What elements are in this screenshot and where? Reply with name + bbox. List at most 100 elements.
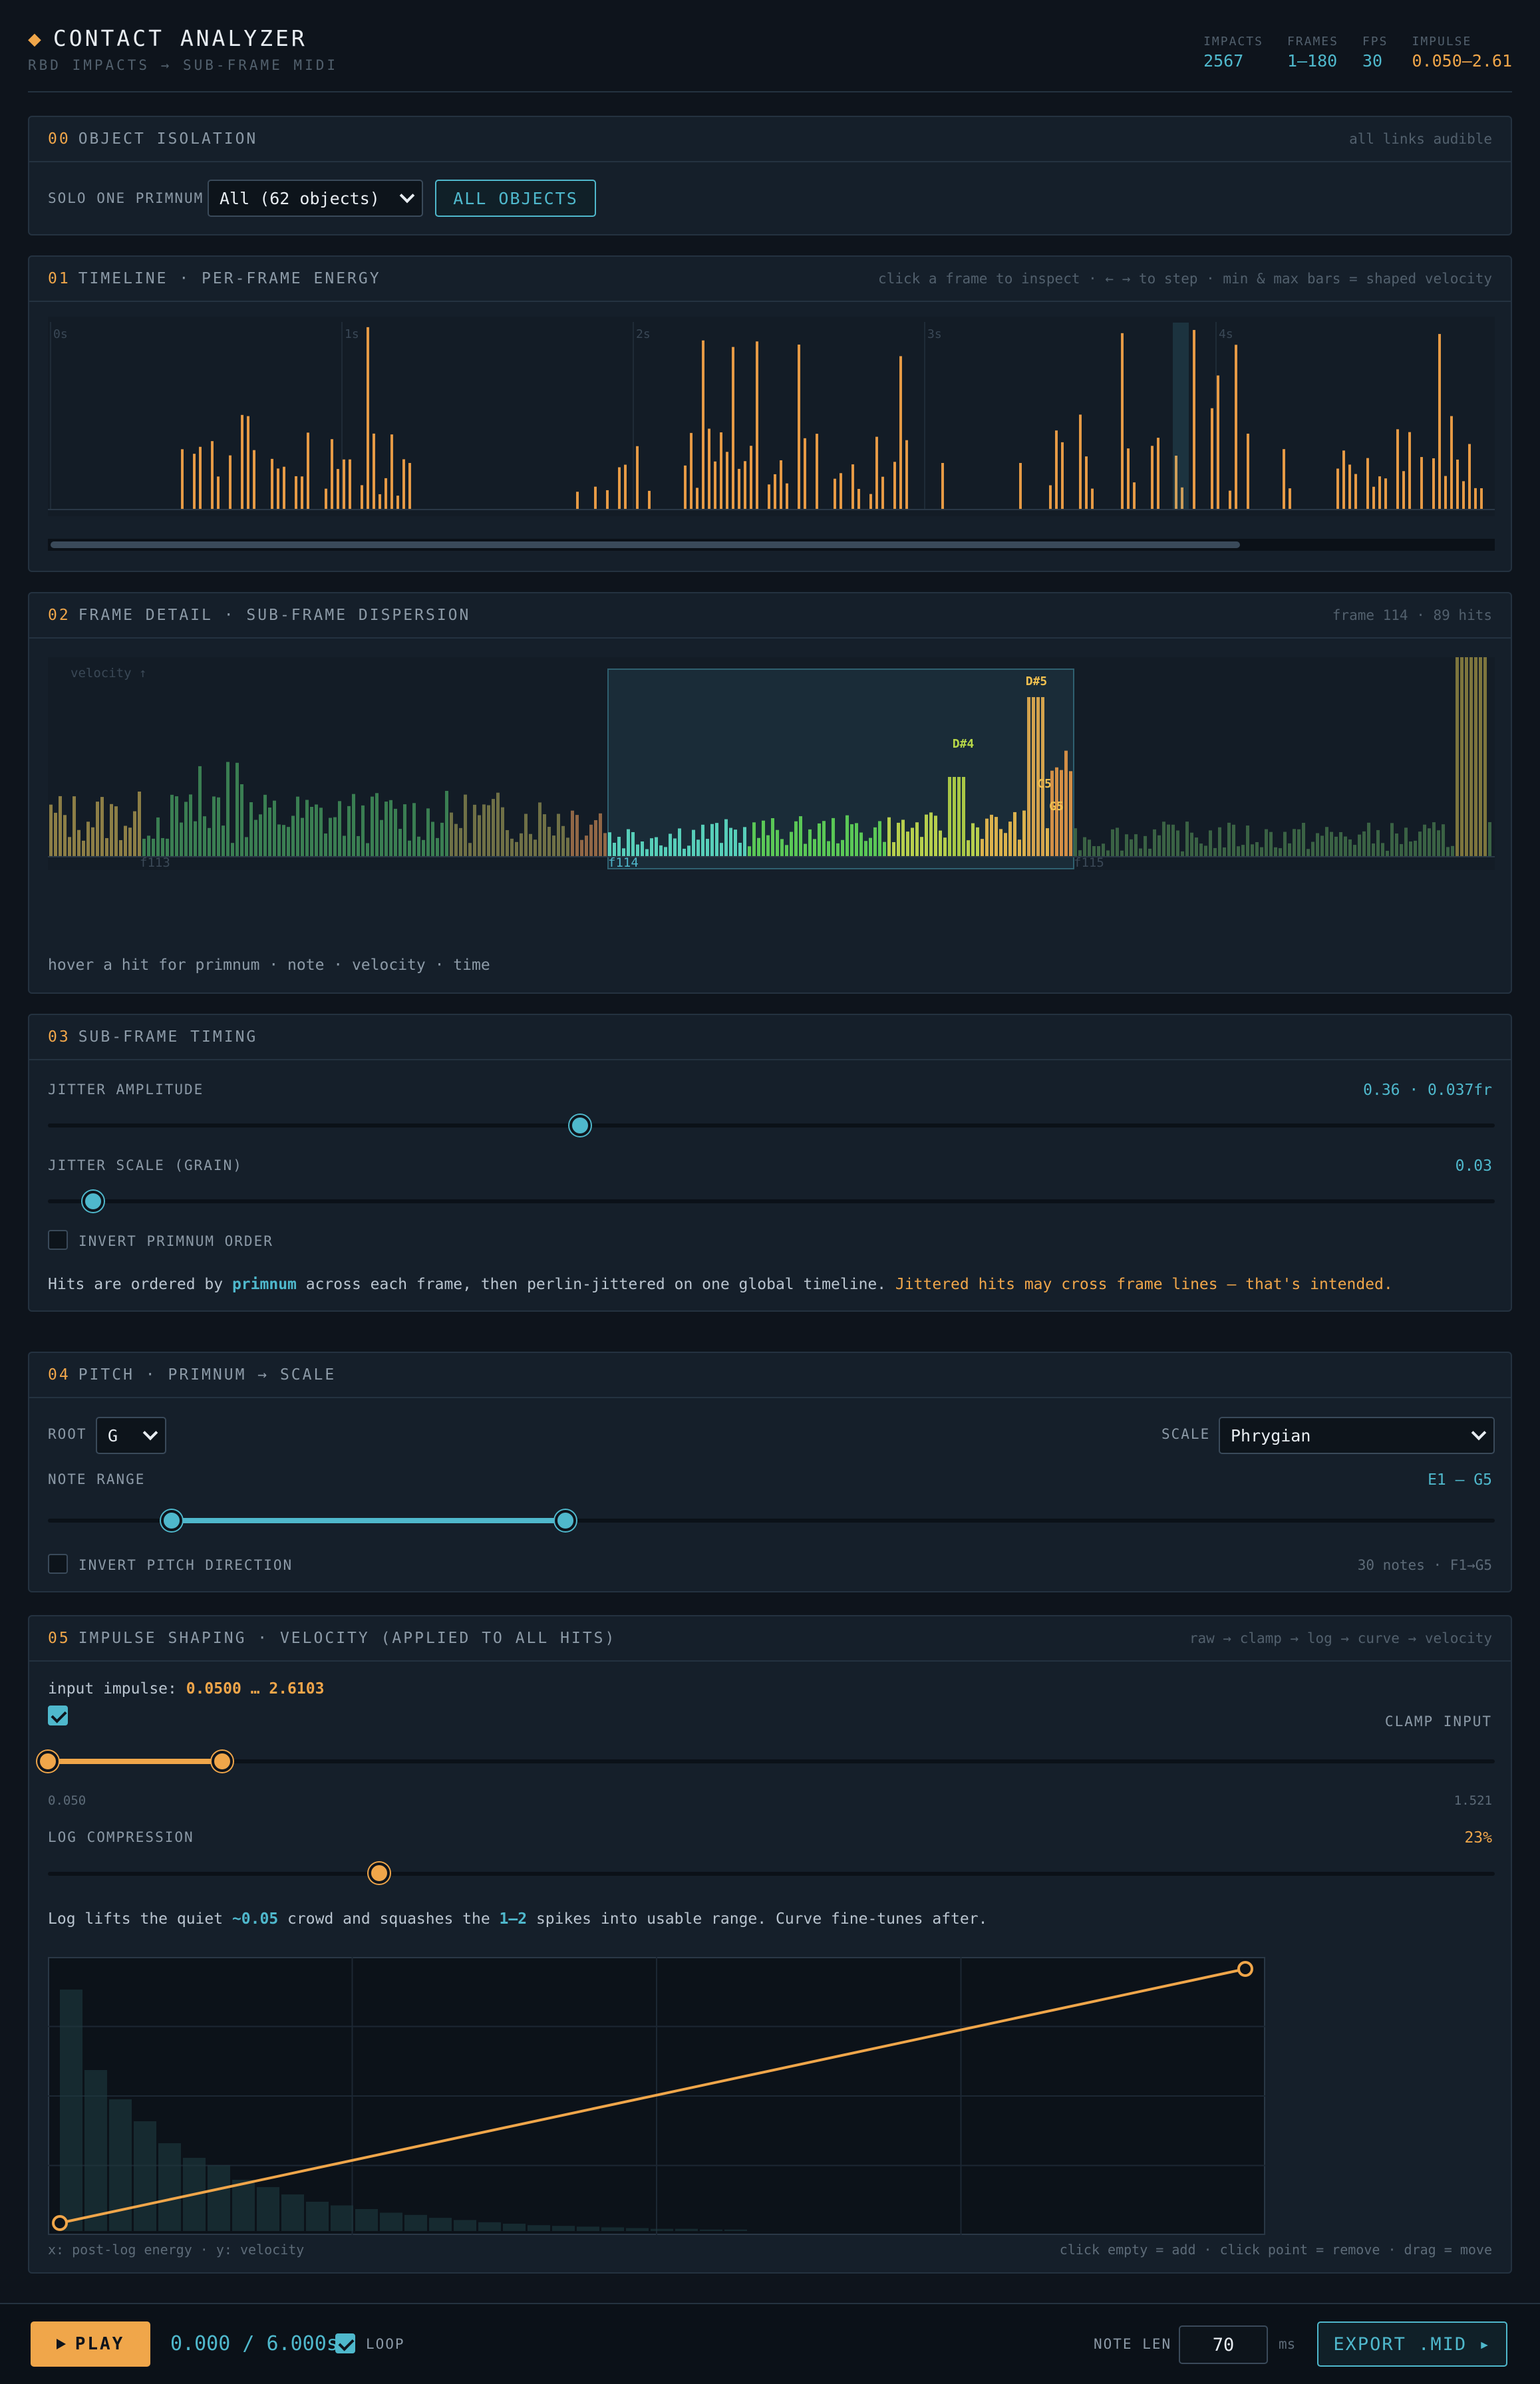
hit-bar — [790, 831, 793, 857]
frame-bar — [408, 463, 411, 510]
hit-bar — [766, 835, 770, 857]
jitter-amplitude-label: JITTER AMPLITUDE — [48, 1082, 204, 1098]
hit-bar — [1190, 832, 1193, 857]
invert-primnum-checkbox[interactable] — [48, 1230, 68, 1250]
hit-bar — [1386, 851, 1389, 857]
hit-bar — [971, 823, 975, 857]
frame-bar — [349, 459, 351, 510]
clamp-range-slider[interactable] — [48, 1759, 1495, 1763]
frame-bar — [1217, 375, 1219, 510]
frame-label: f115 — [1074, 855, 1104, 870]
hit-bar — [208, 827, 211, 857]
hit-bar — [194, 821, 197, 857]
panel-pitch: 04 PITCH · PRIMNUM → SCALE ROOT G SCALE P… — [28, 1352, 1512, 1592]
second-label: 0s — [53, 327, 68, 341]
clamp-max-handle[interactable] — [212, 1751, 233, 1772]
hit-bar — [813, 839, 816, 857]
scrollbar-thumb[interactable] — [51, 541, 1240, 548]
hit-bar — [696, 839, 700, 857]
panel-header: 04 PITCH · PRIMNUM → SCALE — [29, 1353, 1511, 1398]
histogram-bar — [232, 2180, 255, 2231]
frame-bar — [690, 432, 693, 510]
jitter-scale-slider[interactable] — [48, 1199, 1495, 1203]
velocity-curve-editor[interactable] — [48, 1957, 1265, 2235]
hit-bar — [347, 806, 351, 857]
panel-header: 03 SUB-FRAME TIMING — [29, 1015, 1511, 1060]
hit-bar — [1446, 847, 1450, 857]
clamp-input-checkbox[interactable] — [48, 1706, 68, 1725]
jitter-scale-handle[interactable] — [82, 1191, 104, 1212]
frame-bar — [1342, 450, 1345, 510]
invert-pitch-checkbox[interactable] — [48, 1554, 68, 1574]
frame-bar — [1474, 488, 1477, 510]
hit-bar — [492, 799, 495, 857]
hit-bar — [1311, 841, 1314, 857]
frame-bar — [618, 467, 621, 510]
all-objects-button[interactable]: ALL OBJECTS — [435, 180, 596, 217]
hit-bar — [273, 800, 276, 857]
log-compression-slider[interactable] — [48, 1872, 1495, 1876]
second-label: 3s — [927, 327, 942, 341]
hit-bar — [412, 803, 416, 857]
timeline-chart[interactable]: 0s 1s 2s 3s 4s — [48, 317, 1495, 516]
histogram-bar — [503, 2224, 526, 2231]
hit-bar — [1409, 841, 1412, 857]
hit-bar — [841, 839, 844, 857]
object-select[interactable]: All (62 objects) — [208, 180, 423, 217]
jitter-amplitude-handle[interactable] — [569, 1115, 591, 1136]
hit-bar — [1372, 843, 1375, 857]
hit-bar — [1302, 823, 1305, 857]
hit-bar — [133, 811, 136, 857]
hit-bar — [1316, 833, 1319, 857]
hit-bar — [240, 784, 243, 857]
hit-bar — [613, 842, 616, 857]
frame-bar — [774, 474, 776, 510]
hit-bar — [990, 814, 993, 857]
play-button[interactable]: PLAY — [31, 2321, 150, 2367]
hit-bar — [710, 823, 714, 857]
jitter-amplitude-slider[interactable] — [48, 1123, 1495, 1127]
hit-bar — [706, 839, 709, 857]
histogram-bar — [404, 2214, 427, 2231]
clamp-input-label: CLAMP INPUT — [1384, 1714, 1492, 1729]
loop-checkbox[interactable] — [335, 2333, 355, 2353]
hit-bar — [622, 848, 625, 857]
frame-bar — [1408, 432, 1411, 510]
note-range-label: NOTE RANGE — [48, 1471, 146, 1487]
hit-bar — [245, 837, 248, 857]
hit-bar — [534, 839, 537, 857]
frame-bar — [624, 464, 627, 510]
hit-bar — [943, 837, 947, 857]
frame-bar — [780, 460, 782, 510]
scale-select[interactable]: Phrygian — [1219, 1417, 1495, 1454]
stat-impulse: IMPULSE 0.050–2.61 — [1412, 35, 1512, 71]
note-range-max-handle[interactable] — [555, 1510, 576, 1531]
log-compression-handle[interactable] — [369, 1862, 390, 1884]
hit-bar — [235, 762, 239, 857]
clamp-min-handle[interactable] — [37, 1751, 59, 1772]
frame-bar — [1055, 430, 1058, 510]
input-impulse-info: input impulse: 0.0500 … 2.6103 — [48, 1680, 325, 1698]
hit-bar — [124, 825, 127, 857]
log-compression-value: 23% — [1464, 1829, 1492, 1847]
note-range-min-handle[interactable] — [161, 1510, 182, 1531]
hit-bar — [1330, 831, 1333, 857]
root-select[interactable]: G — [96, 1417, 166, 1454]
second-label: 1s — [345, 327, 359, 341]
hit-bar — [1432, 822, 1436, 857]
hit-bar — [96, 802, 99, 857]
hit-bar — [1404, 827, 1408, 857]
hit-bar — [934, 816, 937, 857]
histogram-bar — [331, 2205, 353, 2231]
timeline-scrollbar[interactable] — [48, 539, 1495, 551]
histogram-bar — [478, 2222, 501, 2231]
frame-bar — [1193, 330, 1195, 510]
note-range-slider[interactable] — [48, 1519, 1495, 1523]
hit-bar — [82, 840, 85, 857]
note-len-input[interactable]: 70 — [1179, 2325, 1268, 2364]
dispersion-chart[interactable]: velocity ↑ f113 f114 f115 D#5 D#4 C5 G5 — [48, 657, 1495, 870]
transport-bar: PLAY 0.000 / 6.000s LOOP NOTE LEN 70 ms … — [0, 2303, 1540, 2384]
invert-pitch-label: INVERT PITCH DIRECTION — [78, 1557, 293, 1573]
hit-bar — [776, 829, 779, 857]
export-midi-button[interactable]: EXPORT .MID ▸ — [1317, 2321, 1507, 2367]
